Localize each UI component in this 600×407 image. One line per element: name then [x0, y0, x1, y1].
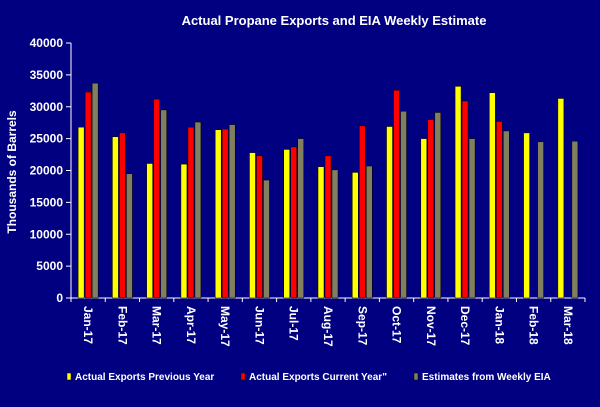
- bar-current-year: [324, 155, 332, 299]
- bar-eia-estimate: [503, 130, 510, 299]
- bar-previous-year: [214, 129, 222, 299]
- bar-current-year: [256, 155, 263, 299]
- bar-eia-estimate: [194, 121, 202, 299]
- bar-eia-estimate: [160, 109, 167, 299]
- bar-eia-estimate: [434, 112, 442, 299]
- chart-title: Actual Propane Exports and EIA Weekly Es…: [182, 13, 487, 28]
- legend-swatch: [66, 372, 72, 381]
- bar-current-year: [427, 119, 435, 299]
- x-tick-label: Dec-17: [458, 306, 472, 346]
- y-tick-label: 5000: [36, 259, 63, 273]
- legend-swatch: [240, 372, 246, 381]
- bar-previous-year: [283, 149, 290, 299]
- bar-eia-estimate: [331, 169, 339, 299]
- bar-eia-estimate: [400, 110, 407, 299]
- y-tick-label: 35000: [30, 68, 64, 82]
- bar-eia-estimate: [91, 82, 99, 299]
- bar-previous-year: [557, 98, 565, 299]
- bar-previous-year: [489, 92, 496, 299]
- bar-previous-year: [523, 132, 530, 299]
- y-tick-label: 15000: [30, 195, 64, 209]
- bar-previous-year: [180, 163, 188, 299]
- bar-previous-year: [317, 166, 325, 299]
- x-tick-label: Oct-17: [390, 306, 404, 344]
- x-tick-label: Aug-17: [321, 306, 335, 347]
- y-tick-label: 30000: [30, 100, 64, 114]
- legend: Actual Exports Previous Year Actual Expor…: [66, 372, 551, 383]
- x-tick-label: May-17: [218, 306, 232, 347]
- bar-current-year: [393, 89, 400, 299]
- bar-current-year: [187, 126, 195, 299]
- bar-previous-year: [146, 163, 153, 299]
- legend-label: Actual Exports Current Year": [249, 372, 387, 383]
- y-axis-label: Thousands of Barrels: [5, 110, 19, 234]
- x-tick-label: Jun-17: [252, 306, 266, 345]
- bar-previous-year: [352, 172, 359, 299]
- bar-current-year: [461, 100, 469, 299]
- bar-eia-estimate: [228, 124, 236, 299]
- bar-eia-estimate: [126, 173, 133, 299]
- x-tick-label: Feb-18: [527, 306, 541, 345]
- x-tick-label: Apr-17: [184, 306, 198, 344]
- x-tick-label: Jan-17: [81, 306, 95, 344]
- x-tick-label: Mar-17: [150, 306, 164, 345]
- bar-current-year: [290, 146, 297, 299]
- x-tick-label: Feb-17: [115, 306, 129, 345]
- bar-previous-year: [77, 126, 85, 299]
- bar-previous-year: [420, 138, 428, 299]
- bar-previous-year: [249, 152, 256, 299]
- x-tick-label: Mar-18: [561, 306, 575, 345]
- legend-label: Estimates from Weekly EIA: [422, 372, 551, 383]
- x-tick-label: Nov-17: [424, 306, 438, 346]
- y-tick-label: 0: [56, 291, 63, 305]
- legend-label: Actual Exports Previous Year: [75, 372, 214, 383]
- bar-eia-estimate: [263, 179, 270, 299]
- plot-area: 0 5000 10000 15000 20000 25000 30000 35000 40000…: [30, 36, 586, 347]
- legend-swatch: [413, 372, 419, 381]
- bar-current-year: [359, 125, 366, 299]
- bar-eia-estimate: [468, 138, 476, 299]
- y-tick-label: 40000: [30, 36, 64, 50]
- bar-current-year: [496, 121, 503, 299]
- x-tick-label: Jan-18: [492, 306, 506, 344]
- bar-previous-year: [386, 126, 393, 299]
- y-tick-label: 10000: [30, 227, 64, 241]
- bar-previous-year: [454, 86, 462, 299]
- y-tick-label: 20000: [30, 164, 64, 178]
- x-tick-label: Jul-17: [287, 306, 301, 341]
- x-tick-label: Sep-17: [355, 306, 369, 346]
- bar-eia-estimate: [297, 138, 304, 299]
- bar-current-year: [119, 132, 126, 299]
- y-tick-label: 25000: [30, 132, 64, 146]
- bar-eia-estimate: [366, 165, 373, 299]
- bar-eia-estimate: [571, 140, 579, 299]
- bar-previous-year: [112, 136, 119, 299]
- bar-current-year: [84, 91, 92, 299]
- bar-current-year: [221, 128, 229, 299]
- bar-current-year: [153, 98, 160, 299]
- bar-eia-estimate: [537, 141, 544, 299]
